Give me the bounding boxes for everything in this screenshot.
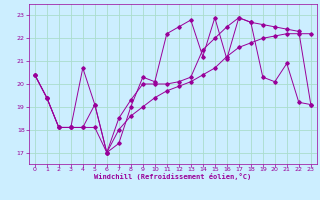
X-axis label: Windchill (Refroidissement éolien,°C): Windchill (Refroidissement éolien,°C) (94, 173, 252, 180)
